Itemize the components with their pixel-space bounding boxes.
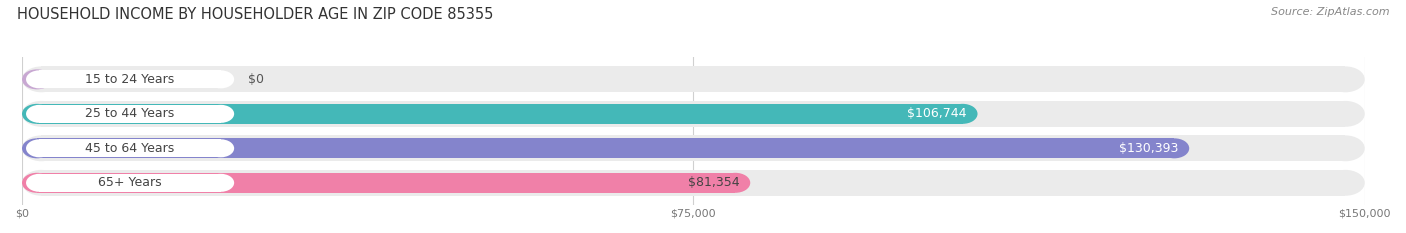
Ellipse shape <box>22 135 60 161</box>
Ellipse shape <box>22 101 60 127</box>
Ellipse shape <box>22 69 52 89</box>
Ellipse shape <box>1326 170 1365 196</box>
Ellipse shape <box>207 105 235 123</box>
Bar <box>39 174 221 192</box>
Ellipse shape <box>1326 135 1365 161</box>
Text: 65+ Years: 65+ Years <box>98 176 162 189</box>
Bar <box>41 66 1346 92</box>
Text: 25 to 44 Years: 25 to 44 Years <box>86 107 174 120</box>
Bar <box>39 105 221 123</box>
Ellipse shape <box>207 139 235 157</box>
Text: Source: ZipAtlas.com: Source: ZipAtlas.com <box>1271 7 1389 17</box>
Ellipse shape <box>207 70 235 88</box>
Ellipse shape <box>207 174 235 192</box>
Ellipse shape <box>22 170 60 196</box>
Bar <box>41 101 1346 127</box>
Ellipse shape <box>720 173 751 193</box>
Text: $130,393: $130,393 <box>1119 142 1178 155</box>
Ellipse shape <box>27 174 53 192</box>
Bar <box>39 70 221 88</box>
Bar <box>41 170 1346 196</box>
Ellipse shape <box>27 70 53 88</box>
Text: $0: $0 <box>247 73 263 86</box>
Text: $106,744: $106,744 <box>907 107 967 120</box>
Ellipse shape <box>27 105 53 123</box>
Text: $81,354: $81,354 <box>688 176 740 189</box>
Bar <box>39 139 221 157</box>
Text: 45 to 64 Years: 45 to 64 Years <box>86 142 174 155</box>
Ellipse shape <box>22 104 52 124</box>
Ellipse shape <box>22 66 60 92</box>
Bar <box>37 104 963 124</box>
Ellipse shape <box>1326 66 1365 92</box>
Ellipse shape <box>1326 101 1365 127</box>
Bar <box>37 138 1174 158</box>
Ellipse shape <box>948 104 977 124</box>
Ellipse shape <box>22 138 52 158</box>
Text: HOUSEHOLD INCOME BY HOUSEHOLDER AGE IN ZIP CODE 85355: HOUSEHOLD INCOME BY HOUSEHOLDER AGE IN Z… <box>17 7 494 22</box>
Ellipse shape <box>1160 138 1189 158</box>
Text: 15 to 24 Years: 15 to 24 Years <box>86 73 174 86</box>
Ellipse shape <box>27 139 53 157</box>
Bar <box>41 135 1346 161</box>
Bar <box>37 173 735 193</box>
Ellipse shape <box>22 173 52 193</box>
